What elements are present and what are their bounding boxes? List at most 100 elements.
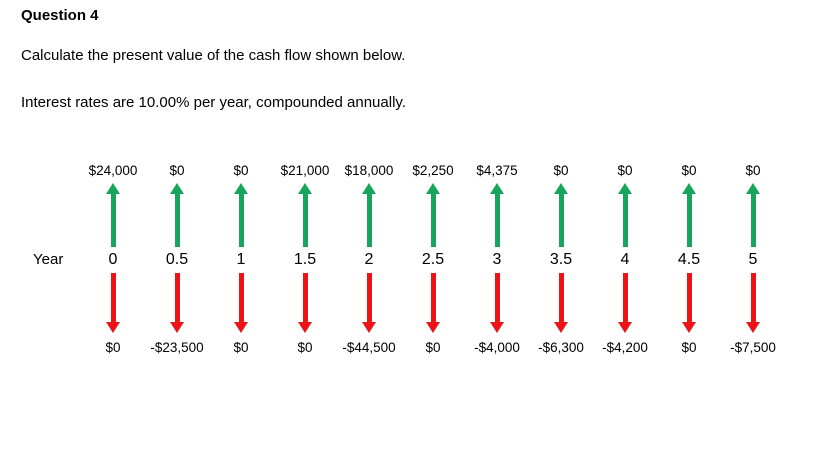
cashflow-column: $0 4.5 $0 [657, 162, 721, 357]
outflow-value-label: $0 [681, 340, 697, 355]
down-arrow-head [490, 322, 504, 333]
outflow-value-label: $0 [425, 340, 441, 355]
up-arrow-shaft [686, 194, 692, 247]
down-arrow-head [106, 322, 120, 333]
outflow-value-label: $0 [297, 340, 313, 355]
prompt-line-2: Interest rates are 10.00% per year, comp… [21, 94, 406, 111]
year-tick-label: 2.5 [421, 251, 445, 268]
down-arrow-icon [682, 273, 696, 333]
up-arrow-shaft [366, 194, 372, 247]
up-arrow-shaft [494, 194, 500, 247]
up-arrow-head [106, 183, 120, 194]
down-arrow-shaft [174, 273, 180, 322]
down-arrow-shaft [686, 273, 692, 322]
down-arrow-shaft [238, 273, 244, 322]
up-arrow-head [234, 183, 248, 194]
up-arrow-head [554, 183, 568, 194]
year-tick-label: 0 [108, 251, 118, 268]
up-arrow-shaft [750, 194, 756, 247]
up-arrow-icon [682, 183, 696, 247]
inflow-value-label: $0 [233, 163, 249, 178]
down-arrow-head [362, 322, 376, 333]
up-arrow-shaft [238, 194, 244, 247]
down-arrow-head [234, 322, 248, 333]
up-arrow-shaft [110, 194, 116, 247]
down-arrow-icon [618, 273, 632, 333]
year-axis-label: Year [33, 251, 64, 268]
outflow-value-label: -$4,000 [474, 340, 520, 355]
up-arrow-shaft [558, 194, 564, 247]
down-arrow-icon [362, 273, 376, 333]
cashflow-column: $0 1 $0 [209, 162, 273, 357]
down-arrow-head [618, 322, 632, 333]
down-arrow-head [746, 322, 760, 333]
down-arrow-shaft [558, 273, 564, 322]
outflow-value-label: $0 [233, 340, 249, 355]
inflow-value-label: $18,000 [344, 163, 394, 178]
down-arrow-shaft [110, 273, 116, 322]
down-arrow-icon [234, 273, 248, 333]
outflow-value-label: -$7,500 [730, 340, 776, 355]
up-arrow-head [426, 183, 440, 194]
year-tick-label: 2 [364, 251, 374, 268]
down-arrow-icon [106, 273, 120, 333]
down-arrow-icon [298, 273, 312, 333]
up-arrow-head [682, 183, 696, 194]
down-arrow-shaft [302, 273, 308, 322]
outflow-value-label: -$44,500 [342, 340, 396, 355]
up-arrow-head [746, 183, 760, 194]
down-arrow-head [426, 322, 440, 333]
prompt-line-1: Calculate the present value of the cash … [21, 47, 406, 64]
down-arrow-shaft [494, 273, 500, 322]
down-arrow-head [170, 322, 184, 333]
down-arrow-head [682, 322, 696, 333]
up-arrow-head [298, 183, 312, 194]
down-arrow-icon [554, 273, 568, 333]
cash-flow-diagram: $24,000 0 $0 $0 0.5 -$23,500 [81, 162, 785, 357]
down-arrow-shaft [622, 273, 628, 322]
up-arrow-icon [618, 183, 632, 247]
up-arrow-icon [298, 183, 312, 247]
year-tick-label: 4 [620, 251, 630, 268]
year-tick-label: 3.5 [549, 251, 573, 268]
down-arrow-icon [426, 273, 440, 333]
year-tick-label: 1.5 [293, 251, 317, 268]
cashflow-column: $0 0.5 -$23,500 [145, 162, 209, 357]
down-arrow-icon [170, 273, 184, 333]
outflow-value-label: -$6,300 [538, 340, 584, 355]
inflow-value-label: $2,250 [412, 163, 454, 178]
up-arrow-icon [234, 183, 248, 247]
year-tick-label: 4.5 [677, 251, 701, 268]
inflow-value-label: $21,000 [280, 163, 330, 178]
inflow-value-label: $4,375 [476, 163, 518, 178]
cashflow-column: $18,000 2 -$44,500 [337, 162, 401, 357]
down-arrow-shaft [366, 273, 372, 322]
up-arrow-icon [746, 183, 760, 247]
year-tick-label: 5 [748, 251, 758, 268]
down-arrow-shaft [430, 273, 436, 322]
cashflow-column: $0 5 -$7,500 [721, 162, 785, 357]
up-arrow-shaft [174, 194, 180, 247]
up-arrow-icon [106, 183, 120, 247]
down-arrow-icon [746, 273, 760, 333]
up-arrow-icon [170, 183, 184, 247]
inflow-value-label: $0 [617, 163, 633, 178]
outflow-value-label: -$23,500 [150, 340, 204, 355]
up-arrow-head [170, 183, 184, 194]
up-arrow-icon [426, 183, 440, 247]
inflow-value-label: $24,000 [88, 163, 138, 178]
cashflow-column: $24,000 0 $0 [81, 162, 145, 357]
outflow-value-label: -$4,200 [602, 340, 648, 355]
question-title: Question 4 [21, 7, 99, 24]
up-arrow-shaft [430, 194, 436, 247]
down-arrow-head [298, 322, 312, 333]
year-tick-label: 0.5 [165, 251, 189, 268]
up-arrow-head [490, 183, 504, 194]
up-arrow-shaft [622, 194, 628, 247]
down-arrow-head [554, 322, 568, 333]
cashflow-column: $21,000 1.5 $0 [273, 162, 337, 357]
year-tick-label: 1 [236, 251, 246, 268]
up-arrow-head [618, 183, 632, 194]
up-arrow-head [362, 183, 376, 194]
cashflow-column: $0 4 -$4,200 [593, 162, 657, 357]
